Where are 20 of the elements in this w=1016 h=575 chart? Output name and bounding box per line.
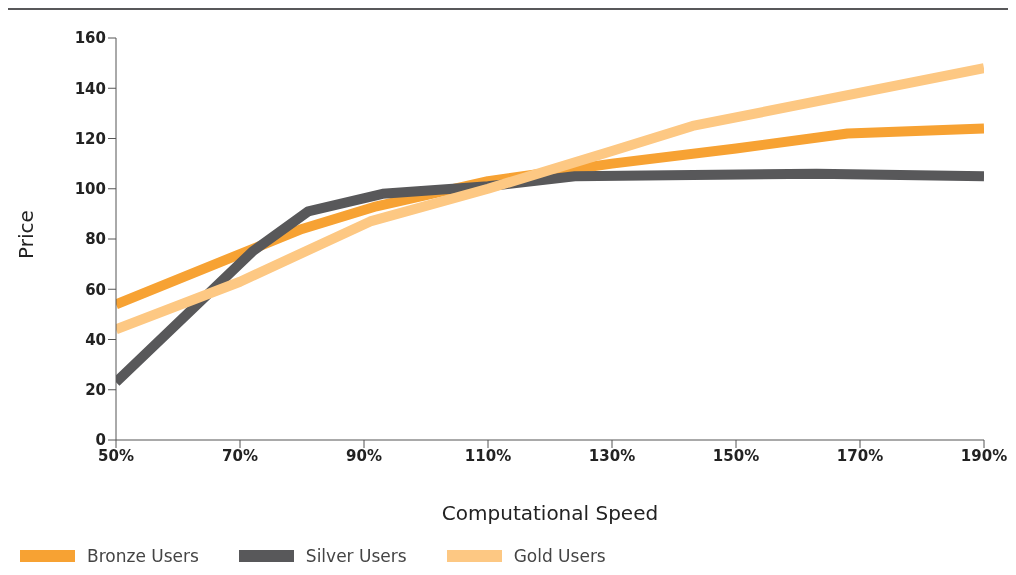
y-tick-label: 140 <box>74 79 106 98</box>
y-tick-label: 120 <box>74 129 106 148</box>
y-tick-label: 40 <box>85 330 106 349</box>
legend-label: Gold Users <box>513 546 606 566</box>
y-tick-label: 100 <box>74 180 106 199</box>
x-tick-label: 130% <box>588 446 636 465</box>
x-tick-label: 190% <box>960 446 1008 465</box>
x-tick-label: 170% <box>836 446 884 465</box>
y-tick-label: 60 <box>85 280 106 299</box>
x-axis-title: Computational Speed <box>441 501 659 525</box>
x-tick-label: 90% <box>346 446 382 465</box>
x-tick-label: 110% <box>464 446 512 465</box>
y-tick-label: 160 <box>74 29 106 48</box>
legend-label: Bronze Users <box>87 546 199 566</box>
y-axis-title: Price <box>14 210 39 259</box>
legend-label: Silver Users <box>305 546 407 566</box>
y-tick-label: 80 <box>85 230 106 249</box>
y-tick-label: 20 <box>85 381 106 400</box>
x-tick-label: 150% <box>712 446 760 465</box>
x-tick-label: 70% <box>222 446 258 465</box>
